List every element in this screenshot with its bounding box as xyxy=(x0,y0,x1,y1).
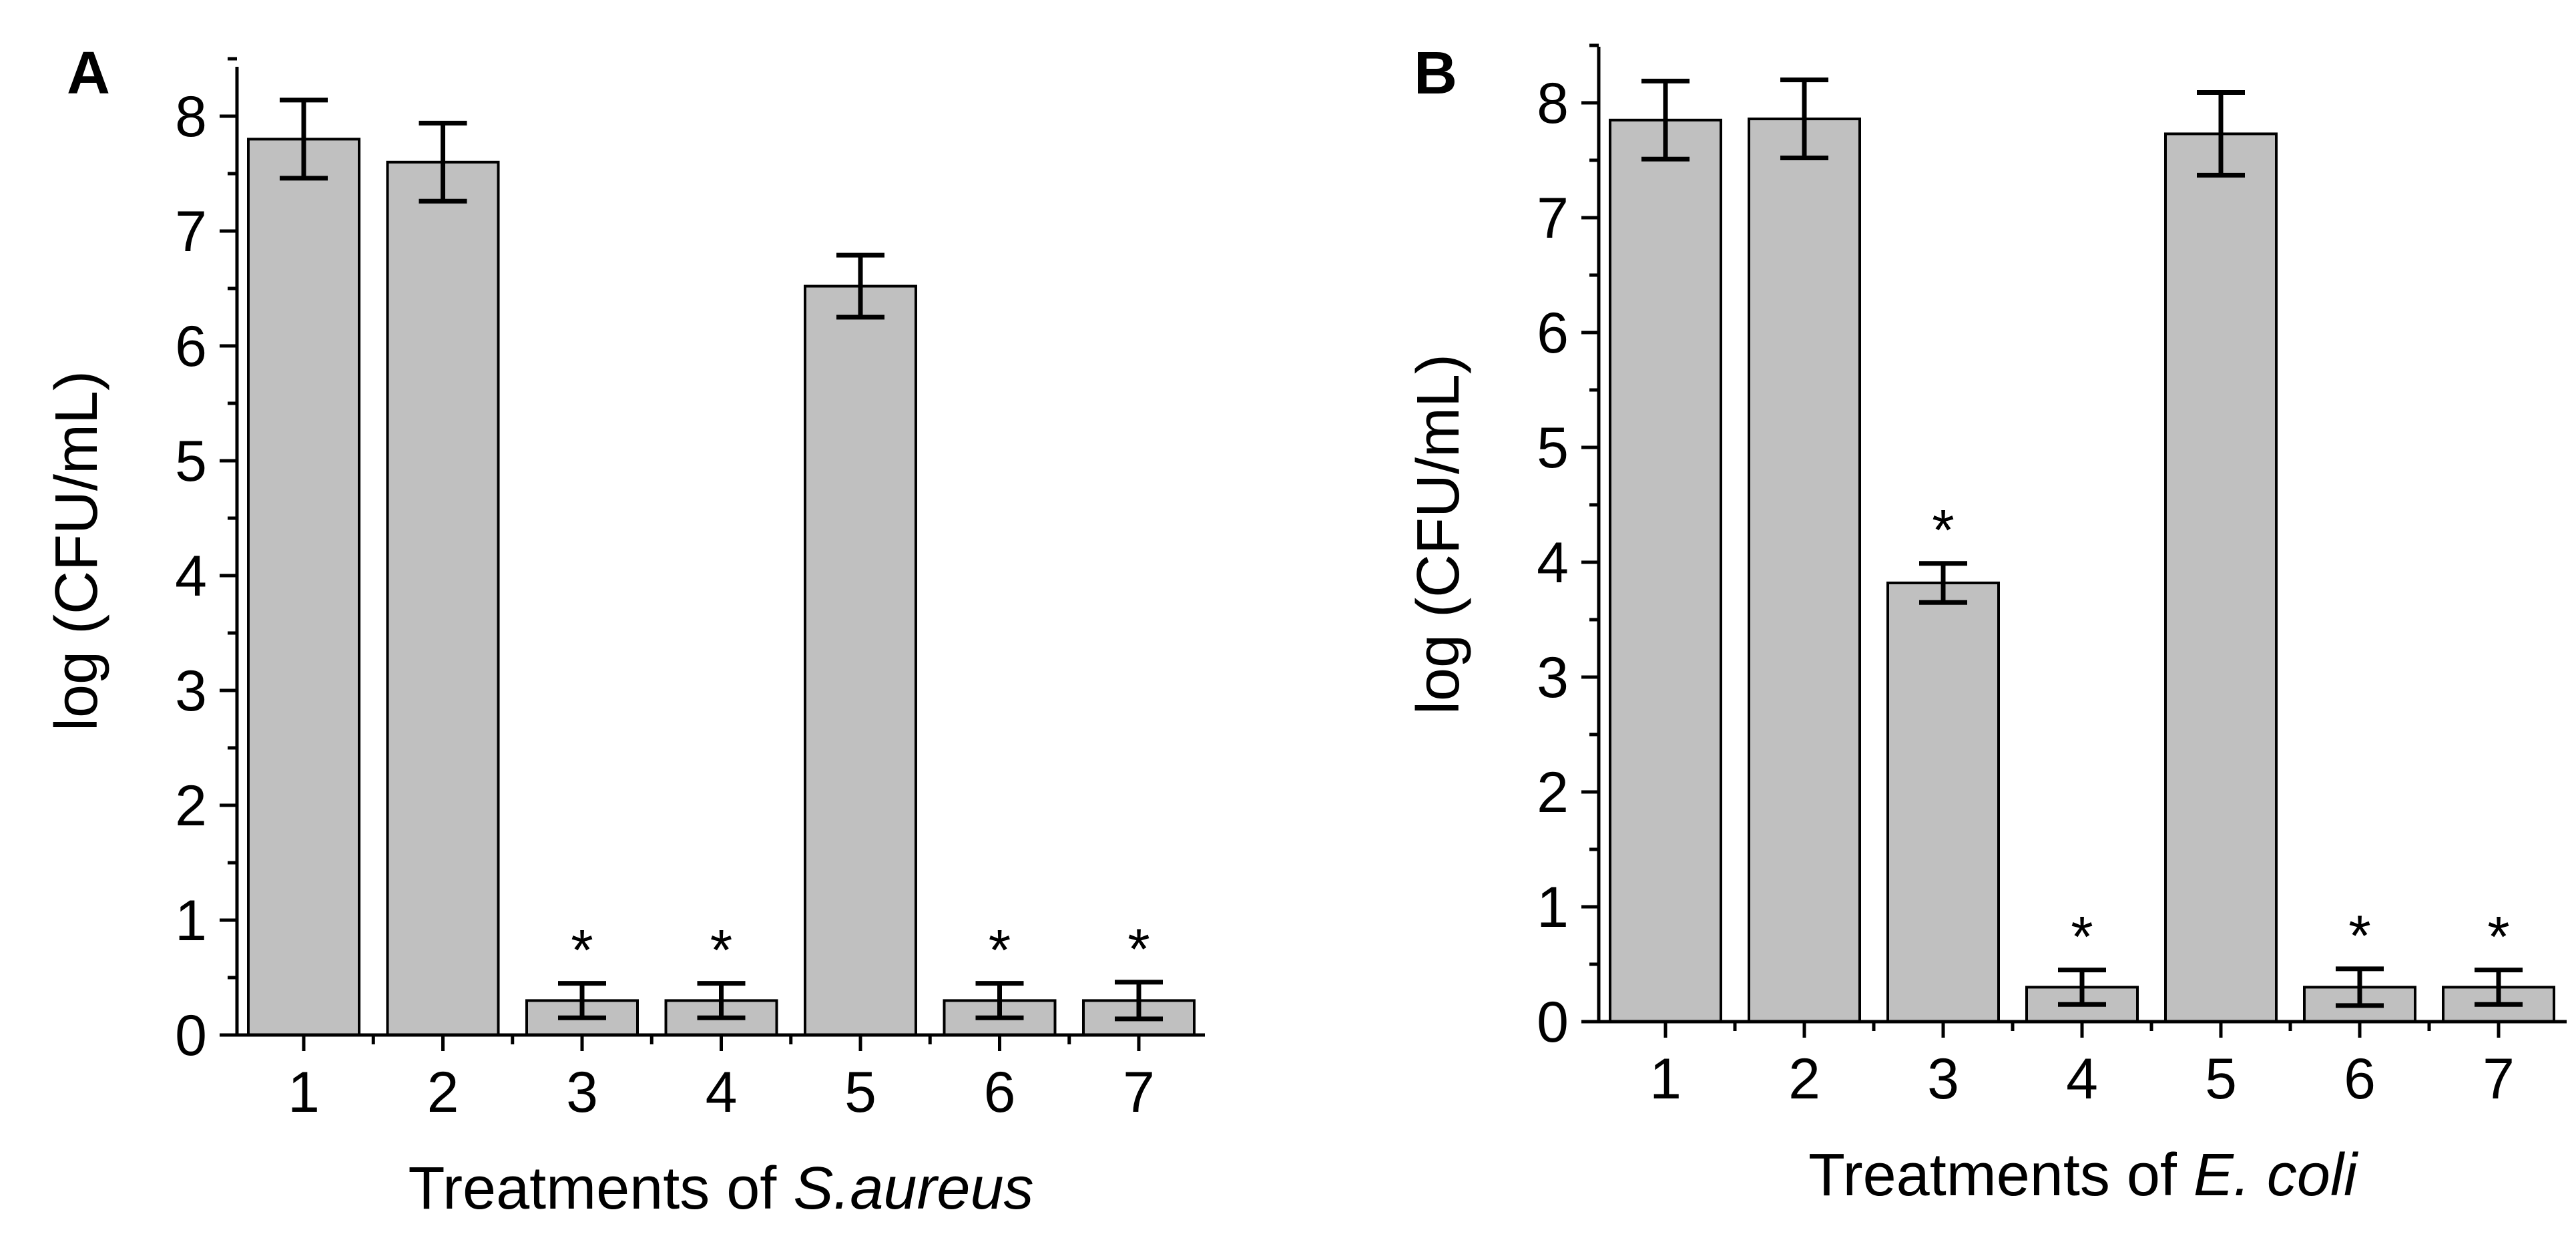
significance-marker: * xyxy=(1932,499,1954,563)
error-bar xyxy=(1115,980,1163,1022)
bar xyxy=(247,138,360,1036)
y-tick-label: 3 xyxy=(1537,646,1569,710)
x-tick-label: 2 xyxy=(427,1060,459,1124)
error-bar xyxy=(2336,966,2384,1008)
x-tick-label: 7 xyxy=(2483,1047,2515,1111)
error-bar xyxy=(1919,561,1967,605)
bar xyxy=(804,284,917,1036)
error-bar xyxy=(1641,78,1690,162)
x-tick-label: 4 xyxy=(2066,1047,2098,1111)
error-bar xyxy=(697,981,746,1020)
error-bar xyxy=(2475,968,2523,1007)
x-tick-label: 7 xyxy=(1123,1060,1155,1124)
x-tick-label: 2 xyxy=(1788,1047,1820,1111)
y-tick-label: 5 xyxy=(1537,416,1569,480)
x-tick-label: 1 xyxy=(288,1060,320,1124)
y-tick-label: 6 xyxy=(1537,301,1569,365)
panel-letter: B xyxy=(1414,40,1457,107)
x-tick-label: 1 xyxy=(1649,1047,1682,1111)
x-tick-label: 6 xyxy=(2344,1047,2376,1111)
x-tick-label: 3 xyxy=(566,1060,598,1124)
y-axis-title: log (CFU/mL) xyxy=(43,371,110,731)
error-bar xyxy=(2058,968,2106,1007)
y-tick-label: 2 xyxy=(1537,761,1569,825)
y-tick-label: 7 xyxy=(175,200,207,264)
x-tick-label: 4 xyxy=(706,1060,738,1124)
chart-panel-a: A 1 2 * 3 * 4 5 * 6 * 7 0 1 2 3 4 5 6 7 8 log (CFU/mL) Treatme… xyxy=(43,40,1205,1222)
significance-marker: * xyxy=(571,919,593,983)
x-tick-label: 5 xyxy=(844,1060,876,1124)
error-bar xyxy=(419,120,467,204)
y-tick-label: 0 xyxy=(175,1004,207,1068)
significance-marker: * xyxy=(2071,905,2093,970)
x-axis-title-prefix: Treatments of xyxy=(408,1155,793,1222)
y-tick-label: 4 xyxy=(175,544,207,608)
bar xyxy=(1748,118,1861,1024)
y-tick-label: 2 xyxy=(175,774,207,838)
error-bar xyxy=(1780,77,1828,161)
x-axis-title-organism: S.aureus xyxy=(793,1155,1033,1222)
x-axis-title-organism: E. coli xyxy=(2194,1142,2359,1209)
error-bar xyxy=(836,252,884,320)
bar xyxy=(386,160,500,1036)
y-tick-label: 1 xyxy=(175,889,207,953)
significance-marker: * xyxy=(2487,905,2509,970)
y-axis-title: log (CFU/mL) xyxy=(1405,354,1472,714)
panel-letter: A xyxy=(67,40,110,107)
x-tick-label: 5 xyxy=(2205,1047,2237,1111)
x-axis-title: Treatments of E. coli xyxy=(1808,1142,2359,1209)
significance-marker: * xyxy=(989,919,1011,983)
y-tick-label: 5 xyxy=(175,429,207,493)
significance-marker: * xyxy=(710,919,732,983)
significance-marker: * xyxy=(2348,904,2370,968)
error-bar xyxy=(975,981,1024,1020)
bar xyxy=(2164,132,2278,1024)
y-tick-label: 6 xyxy=(175,315,207,379)
significance-marker: * xyxy=(1127,917,1149,982)
bar xyxy=(1609,118,1722,1023)
chart-panel-b: B 1 2 * 3 * 4 5 * 6 * 7 0 1 2 3 4 5 6 7 8 log (CFU/mL) Treatme… xyxy=(1405,40,2567,1209)
y-tick-label: 8 xyxy=(1537,71,1569,136)
x-tick-label: 6 xyxy=(984,1060,1016,1124)
x-axis-title: Treatments of S.aureus xyxy=(408,1155,1033,1222)
error-bar xyxy=(280,97,328,181)
bar xyxy=(1886,581,2000,1023)
error-bar xyxy=(2197,90,2245,178)
x-tick-label: 3 xyxy=(1927,1047,1959,1111)
y-tick-label: 1 xyxy=(1537,875,1569,940)
y-tick-label: 7 xyxy=(1537,186,1569,250)
y-tick-label: 3 xyxy=(175,659,207,723)
x-axis-title-prefix: Treatments of xyxy=(1808,1142,2194,1209)
error-bar xyxy=(558,981,606,1020)
y-tick-label: 8 xyxy=(175,85,207,149)
y-tick-label: 4 xyxy=(1537,531,1569,595)
y-tick-label: 0 xyxy=(1537,990,1569,1054)
